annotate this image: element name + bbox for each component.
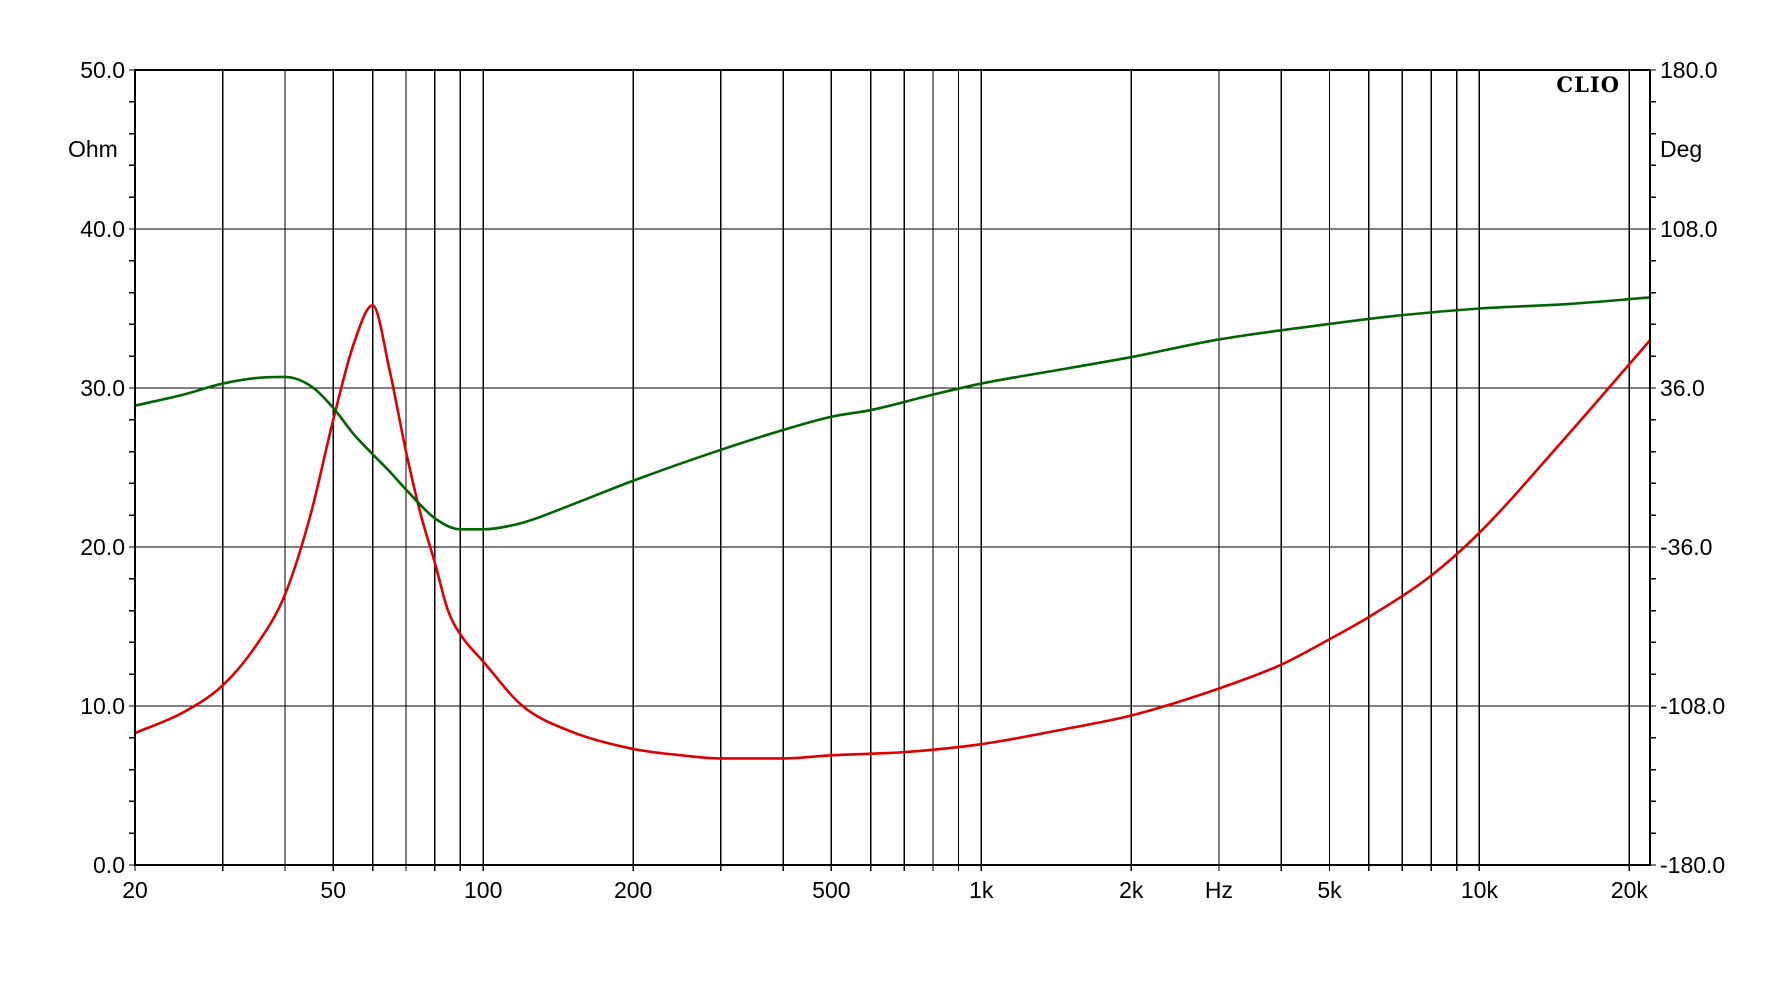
x-tick-label: 100 bbox=[464, 877, 502, 903]
right-tick-label: 36.0 bbox=[1660, 375, 1705, 401]
right-tick-label: -36.0 bbox=[1660, 534, 1712, 560]
x-tick-label: 20k bbox=[1611, 877, 1649, 903]
x-tick-label: 10k bbox=[1461, 877, 1499, 903]
x-tick-label: 2k bbox=[1119, 877, 1144, 903]
x-tick-label: 5k bbox=[1317, 877, 1342, 903]
left-tick-label: 40.0 bbox=[80, 216, 125, 242]
left-tick-label: 30.0 bbox=[80, 375, 125, 401]
right-axis-unit: Deg bbox=[1660, 136, 1702, 162]
left-tick-label: 0.0 bbox=[93, 852, 125, 878]
label-layer: CLIO Ohm Deg Hz 0.0 10.0 20.0 30.0 40.0 50.0 -… bbox=[68, 57, 1725, 903]
curve-layer bbox=[133, 296, 1652, 760]
left-tick-label: 10.0 bbox=[80, 693, 125, 719]
right-tick-label: -108.0 bbox=[1660, 693, 1725, 719]
plot-frame bbox=[134, 69, 1651, 866]
left-tick-label: 20.0 bbox=[80, 534, 125, 560]
x-tick-label: 1k bbox=[969, 877, 994, 903]
right-tick-label: 180.0 bbox=[1660, 57, 1718, 83]
brand-label: CLIO bbox=[1556, 72, 1620, 97]
phase-curve bbox=[133, 296, 1652, 531]
right-tick-label: -180.0 bbox=[1660, 852, 1725, 878]
x-tick-label: 500 bbox=[812, 877, 850, 903]
left-axis-unit: Ohm bbox=[68, 136, 118, 162]
right-tick-label: 108.0 bbox=[1660, 216, 1718, 242]
left-tick-label: 50.0 bbox=[80, 57, 125, 83]
impedance-curve bbox=[133, 304, 1652, 760]
x-tick-label: 200 bbox=[614, 877, 652, 903]
x-tick-label: 50 bbox=[320, 877, 346, 903]
x-axis-unit: Hz bbox=[1205, 877, 1233, 903]
x-tick-label: 20 bbox=[122, 877, 148, 903]
